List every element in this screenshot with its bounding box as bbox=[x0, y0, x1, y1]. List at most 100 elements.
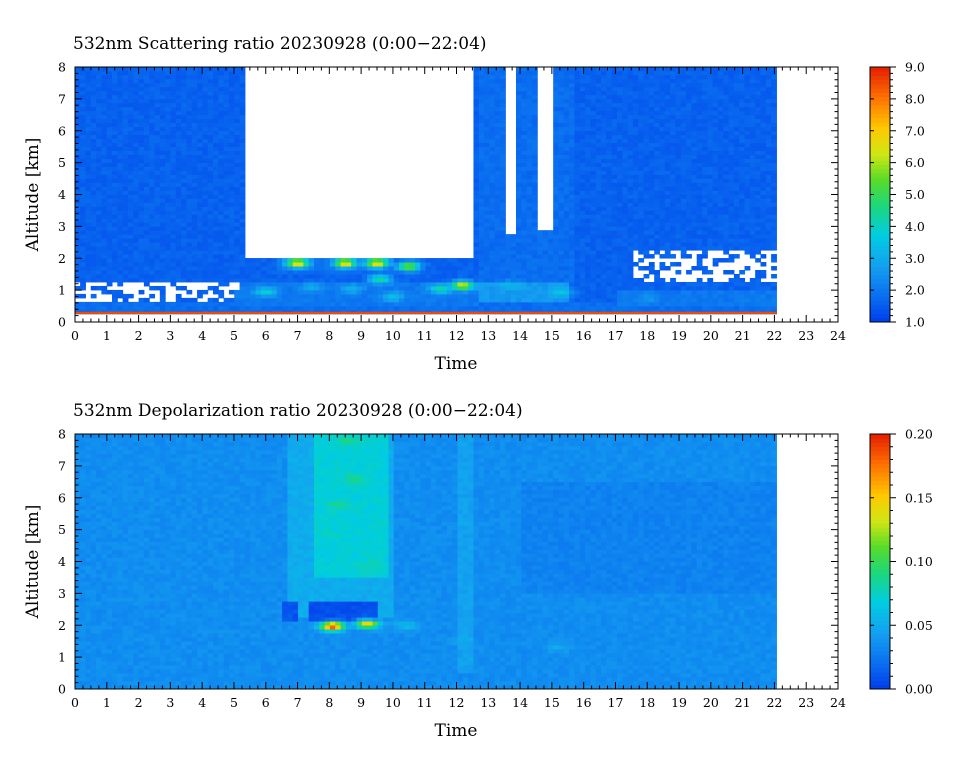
y-tick-label: 7 bbox=[58, 91, 66, 106]
x-tick-label: 7 bbox=[294, 695, 302, 710]
x-tick-label: 18 bbox=[639, 328, 655, 343]
x-tick-label: 9 bbox=[357, 695, 365, 710]
y-tick-label: 1 bbox=[58, 283, 66, 298]
x-tick-label: 3 bbox=[166, 695, 174, 710]
x-tick-label: 24 bbox=[830, 328, 846, 343]
colorbar-tick-label: 0.05 bbox=[905, 618, 933, 633]
y-tick-label: 4 bbox=[58, 554, 66, 569]
x-tick-label: 5 bbox=[230, 328, 238, 343]
plot-frame bbox=[74, 433, 839, 690]
y-tick-label: 2 bbox=[58, 251, 66, 266]
x-tick-label: 1 bbox=[103, 328, 111, 343]
x-axis-label: Time bbox=[435, 721, 478, 741]
colorbar-tick-label: 9.0 bbox=[905, 60, 925, 75]
colorbar-tick-label: 3.0 bbox=[905, 251, 925, 266]
y-tick-label: 0 bbox=[58, 682, 66, 697]
plot-area: 0 1 2 3 4 5 6 7 8 9 10 11 12 13 14 15 16 17 18 19 20 21 22 23 24… bbox=[58, 60, 846, 344]
axes: 0 1 2 3 4 5 6 7 8 9 10 11 12 13 14 15 16 17 18 19 20 21 22 23 24… bbox=[58, 60, 846, 344]
x-tick-label: 15 bbox=[544, 328, 560, 343]
x-tick-label: 5 bbox=[230, 695, 238, 710]
x-tick-label: 23 bbox=[798, 695, 814, 710]
heatmap-field bbox=[75, 67, 777, 315]
plot-area: 0 1 2 3 4 5 6 7 8 9 10 11 12 13 14 15 16 17 18 19 20 21 22 23 24… bbox=[58, 427, 846, 711]
colorbar-tick-label: 5.0 bbox=[905, 187, 925, 202]
x-tick-label: 19 bbox=[671, 328, 687, 343]
y-tick-label: 5 bbox=[58, 522, 66, 537]
colorbar-tick-label: 0.20 bbox=[905, 427, 933, 442]
x-tick-label: 1 bbox=[103, 695, 111, 710]
colorbar-tick-label: 2.0 bbox=[905, 283, 925, 298]
x-tick-label: 21 bbox=[735, 695, 751, 710]
x-tick-label: 15 bbox=[544, 695, 560, 710]
x-tick-label: 16 bbox=[576, 695, 592, 710]
x-tick-label: 22 bbox=[766, 328, 782, 343]
colorbar-tick-label: 8.0 bbox=[905, 91, 925, 106]
y-tick-label: 4 bbox=[58, 187, 66, 202]
heatmap-field bbox=[75, 434, 777, 689]
x-tick-label: 8 bbox=[325, 695, 333, 710]
y-tick-label: 8 bbox=[58, 427, 66, 442]
colorbar: 1.0 2.0 3.0 4.0 5.0 6.0 7.0 8.0 9.0 bbox=[869, 60, 925, 330]
depolarization-ratio-panel: 532nm Depolarization ratio 20230928 (0:0… bbox=[23, 401, 933, 741]
chart-title: 532nm Depolarization ratio 20230928 (0:0… bbox=[73, 401, 523, 421]
colorbar-tick-label: 6.0 bbox=[905, 155, 925, 170]
x-tick-label: 17 bbox=[608, 695, 624, 710]
x-tick-label: 20 bbox=[703, 328, 719, 343]
x-tick-label: 0 bbox=[71, 695, 79, 710]
x-tick-label: 17 bbox=[608, 328, 624, 343]
axes: 0 1 2 3 4 5 6 7 8 9 10 11 12 13 14 15 16 17 18 19 20 21 22 23 24… bbox=[58, 427, 846, 711]
y-axis-label: Altitude [km] bbox=[23, 505, 43, 620]
y-tick-label: 6 bbox=[58, 490, 66, 505]
y-tick-label: 0 bbox=[58, 315, 66, 330]
x-tick-label: 12 bbox=[449, 695, 465, 710]
y-tick-label: 8 bbox=[58, 60, 66, 75]
x-tick-label: 7 bbox=[294, 328, 302, 343]
x-tick-label: 24 bbox=[830, 695, 846, 710]
colorbar-tick-label: 1.0 bbox=[905, 315, 925, 330]
y-tick-label: 7 bbox=[58, 458, 66, 473]
x-tick-label: 3 bbox=[166, 328, 174, 343]
colorbar-tick-label: 0.15 bbox=[905, 490, 933, 505]
scattering-ratio-panel: 532nm Scattering ratio 20230928 (0:00−22… bbox=[23, 34, 925, 374]
x-tick-label: 0 bbox=[71, 328, 79, 343]
x-tick-label: 10 bbox=[385, 328, 401, 343]
colorbar: 0.00 0.05 0.10 0.15 0.20 bbox=[869, 427, 933, 697]
y-tick-label: 3 bbox=[58, 219, 66, 234]
x-axis-label: Time bbox=[435, 354, 478, 374]
x-tick-label: 19 bbox=[671, 695, 687, 710]
x-tick-label: 18 bbox=[639, 695, 655, 710]
x-tick-label: 6 bbox=[262, 695, 270, 710]
x-tick-label: 6 bbox=[262, 328, 270, 343]
x-tick-label: 22 bbox=[766, 695, 782, 710]
x-tick-label: 16 bbox=[576, 328, 592, 343]
x-tick-label: 2 bbox=[135, 328, 143, 343]
x-tick-label: 8 bbox=[325, 328, 333, 343]
x-tick-label: 13 bbox=[480, 328, 496, 343]
y-tick-label: 6 bbox=[58, 123, 66, 138]
x-tick-label: 14 bbox=[512, 328, 528, 343]
x-tick-label: 11 bbox=[417, 328, 433, 343]
x-tick-label: 14 bbox=[512, 695, 528, 710]
y-tick-label: 5 bbox=[58, 155, 66, 170]
x-tick-label: 21 bbox=[735, 328, 751, 343]
colorbar-tick-label: 0.00 bbox=[905, 682, 933, 697]
x-tick-label: 2 bbox=[135, 695, 143, 710]
y-tick-label: 1 bbox=[58, 650, 66, 665]
y-tick-label: 3 bbox=[58, 586, 66, 601]
colorbar-tick-label: 7.0 bbox=[905, 123, 925, 138]
x-tick-label: 4 bbox=[198, 328, 206, 343]
plot-frame bbox=[74, 66, 839, 323]
x-tick-label: 11 bbox=[417, 695, 433, 710]
x-tick-label: 20 bbox=[703, 695, 719, 710]
colorbar-tick-label: 0.10 bbox=[905, 554, 933, 569]
x-tick-label: 9 bbox=[357, 328, 365, 343]
colorbar-tick-label: 4.0 bbox=[905, 219, 925, 234]
surface-echo-band bbox=[75, 311, 777, 315]
x-tick-label: 12 bbox=[449, 328, 465, 343]
x-tick-label: 23 bbox=[798, 328, 814, 343]
chart-title: 532nm Scattering ratio 20230928 (0:00−22… bbox=[73, 34, 487, 54]
y-tick-label: 2 bbox=[58, 618, 66, 633]
x-tick-label: 4 bbox=[198, 695, 206, 710]
x-tick-label: 13 bbox=[480, 695, 496, 710]
